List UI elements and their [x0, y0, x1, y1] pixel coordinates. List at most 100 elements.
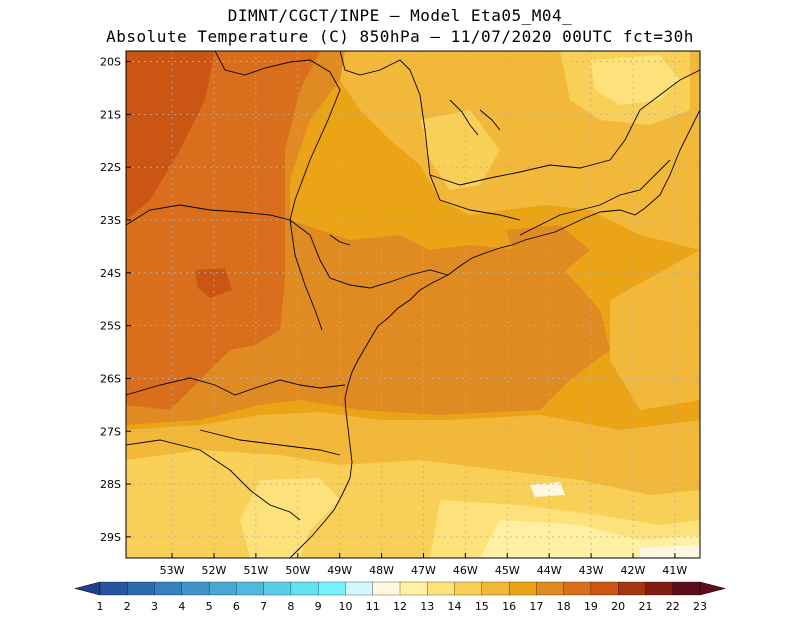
colorbar-swatch — [372, 581, 401, 596]
graticule — [126, 51, 700, 558]
lat-label: 21S — [100, 108, 121, 121]
lon-label: 42W — [621, 564, 646, 577]
lat-label: 22S — [100, 161, 121, 174]
colorbar-swatch — [127, 581, 155, 596]
lat-label: 24S — [100, 267, 121, 280]
colorbar-swatch — [236, 581, 265, 596]
band-13-ne-patch — [590, 55, 680, 105]
state-border-ms-sp — [214, 51, 341, 221]
band-12-patch-se — [640, 545, 700, 558]
map-frame — [125, 50, 701, 559]
state-border-mg-north — [429, 69, 700, 186]
lake-mg-1 — [479, 109, 501, 131]
colorbar-swatch — [618, 581, 646, 596]
lon-label: 43W — [579, 564, 604, 577]
band-16-east-tail — [610, 250, 700, 410]
colorbar-label: 23 — [693, 600, 707, 613]
title-line-2: Absolute Temperature (C) 850hPa – 11/07/… — [106, 27, 694, 46]
lon-label: 50W — [285, 564, 310, 577]
colorbar-label: 19 — [584, 600, 598, 613]
colorbar-swatch — [345, 581, 374, 596]
lat-label: 20S — [100, 56, 121, 69]
colorbar-swatch — [318, 581, 346, 596]
lat-label: 26S — [100, 372, 121, 385]
band-20-west — [126, 51, 215, 220]
colorbar-swatch — [427, 581, 455, 596]
colorbar-label: 15 — [475, 600, 489, 613]
colorbar-label: 6 — [233, 600, 240, 613]
coastline-borders — [126, 51, 700, 558]
longitude-labels: 53W 52W 51W 50W 49W 48W 47W 46W 45W 44W 43W 42W 41W — [160, 553, 687, 577]
border-paraguay — [126, 204, 291, 226]
colorbar-label: 12 — [393, 600, 407, 613]
colorbar-label: 2 — [124, 600, 131, 613]
colorbar-swatch — [536, 581, 565, 596]
lat-label: 29S — [100, 531, 121, 544]
lat-label: 27S — [100, 425, 121, 438]
colorbar-label: 4 — [178, 600, 185, 613]
lat-label: 28S — [100, 478, 121, 491]
lon-label: 49W — [327, 564, 352, 577]
colorbar-label: 5 — [206, 600, 213, 613]
state-border-sc-internal — [199, 429, 341, 456]
lon-label: 48W — [369, 564, 394, 577]
lon-label: 41W — [662, 564, 687, 577]
colorbar-swatch — [481, 581, 510, 596]
lon-label: 44W — [537, 564, 562, 577]
lon-label: 46W — [453, 564, 478, 577]
state-border-sp-rj — [519, 159, 671, 236]
colorbar-swatch — [99, 581, 128, 596]
colorbar-swatch — [645, 581, 674, 596]
coastline — [289, 109, 700, 558]
title-line-1: DIMNT/CGCT/INPE – Model Eta05_M04_ — [227, 6, 573, 25]
lake-sp-1 — [449, 99, 479, 136]
colorbar-swatch — [399, 581, 428, 596]
state-border-sc-rs — [126, 439, 301, 521]
colorbar-swatch — [154, 581, 183, 596]
lon-label: 45W — [495, 564, 520, 577]
colorbar-swatch — [208, 581, 237, 596]
colorbar-swatch — [181, 581, 210, 596]
band-14-inland — [420, 110, 500, 190]
colorbar-label: 1 — [97, 600, 104, 613]
colorbar-swatch — [672, 581, 701, 596]
colorbar-swatch — [454, 581, 483, 596]
colorbar-over-triangle — [699, 581, 726, 596]
lake-ms-1 — [329, 234, 351, 246]
colorbar-label: 20 — [611, 600, 625, 613]
colorbar-label: 21 — [638, 600, 652, 613]
lon-label: 53W — [160, 564, 185, 577]
river-parana — [289, 219, 323, 331]
state-border-pr-sp — [289, 219, 449, 289]
colorbar-swatch — [290, 581, 319, 596]
colorbar-label: 17 — [529, 600, 543, 613]
colorbar-swatch — [590, 581, 619, 596]
band-14-south — [240, 478, 340, 558]
colorbar-label: 7 — [260, 600, 267, 613]
lat-label: 23S — [100, 214, 121, 227]
colorbar-swatch — [508, 581, 537, 596]
state-border-sp-mg — [339, 51, 521, 221]
lon-label: 52W — [202, 564, 227, 577]
colorbar-swatch — [563, 581, 592, 596]
temperature-field — [126, 51, 700, 558]
colorbar-label: 10 — [338, 600, 352, 613]
colorbar-label: 18 — [557, 600, 571, 613]
colorbar-label: 3 — [151, 600, 158, 613]
colorbar-label: 9 — [315, 600, 322, 613]
colorbar-swatch — [263, 581, 292, 596]
colorbar: 1 2 3 4 5 6 7 8 9 10 11 12 13 14 15 16 17 18 19 20 21 22 23 — [74, 581, 726, 613]
colorbar-under-triangle — [74, 581, 101, 596]
latitude-labels: 20S 21S 22S 23S 24S 25S 26S 27S 28S 29S — [100, 56, 131, 544]
colorbar-label: 16 — [502, 600, 516, 613]
band-12-patch — [530, 482, 565, 497]
state-border-pr-sc — [126, 377, 346, 396]
colorbar-label: 22 — [666, 600, 680, 613]
lat-label: 25S — [100, 320, 121, 333]
colorbar-label: 8 — [287, 600, 294, 613]
colorbar-label: 14 — [448, 600, 462, 613]
lon-label: 47W — [411, 564, 436, 577]
band-20-spot — [195, 268, 232, 298]
colorbar-label: 13 — [420, 600, 434, 613]
